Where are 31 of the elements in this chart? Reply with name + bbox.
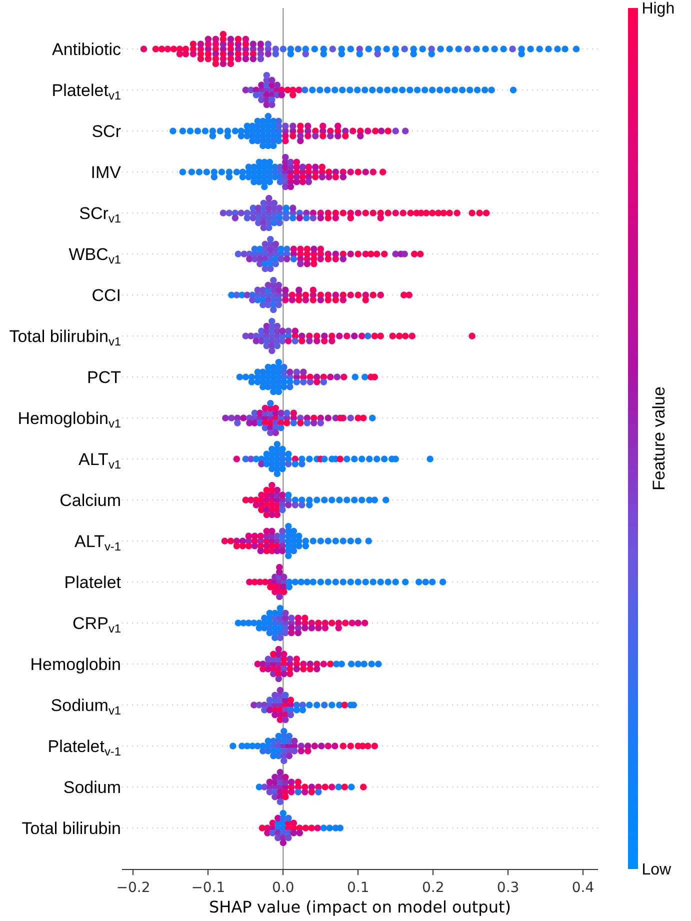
y-tick-label: Platelet$_{v-1}$ (48, 736, 122, 759)
x-tick-label: 0.2 (422, 880, 444, 896)
x-tick-label: 0.3 (496, 880, 520, 896)
y-tick-label: Hemoglobin (30, 654, 121, 674)
y-tick-label: PCT (87, 368, 121, 387)
y-tick-label: Antibiotic (52, 40, 122, 59)
y-tick-label: IMV (90, 162, 122, 182)
y-tick-label: Total bilirubin$_{v1}$ (9, 326, 122, 349)
y-tick-label: Sodium$_{v1}$ (50, 696, 122, 718)
color-bar-title: Feature value (650, 386, 669, 490)
y-tick-label: Platelet (64, 572, 122, 592)
y-tick-label: Platelet$_{v1}$ (52, 80, 122, 103)
y-tick-label: SCr$_{v1}$ (79, 204, 122, 226)
y-tick-label: Hemoglobin$_{v1}$ (18, 408, 122, 431)
y-tick-label: Total bilirubin (22, 818, 121, 838)
y-tick-label: Sodium (63, 778, 121, 797)
y-tick-label: CRP$_{v1}$ (72, 614, 122, 636)
y-tick-label: ALT$_{v1}$ (78, 450, 122, 472)
y-tick-label: Calcium (60, 490, 121, 510)
x-tick-label: 0.0 (272, 880, 294, 896)
y-tick-label: WBC$_{v1}$ (68, 244, 122, 267)
y-tick-label: CCI (92, 286, 121, 305)
x-tick-label: −0.2 (116, 880, 150, 896)
color-bar-label: Low (642, 862, 672, 879)
x-tick-label: 0.4 (572, 880, 594, 896)
y-tick-label: SCr (92, 122, 122, 141)
x-axis-title: SHAP value (impact on model output) (209, 898, 511, 916)
x-tick-label: −0.1 (191, 880, 226, 896)
x-tick-label: 0.1 (346, 880, 370, 896)
color-bar-label: High (642, 0, 675, 18)
y-tick-label: ALT$_{v-1}$ (74, 532, 122, 554)
